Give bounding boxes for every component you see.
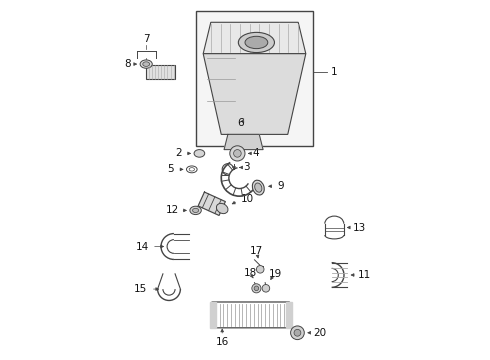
- Text: 1: 1: [331, 67, 337, 77]
- Circle shape: [294, 329, 301, 336]
- Circle shape: [256, 266, 264, 273]
- Text: 10: 10: [240, 194, 253, 204]
- Text: 15: 15: [134, 284, 147, 294]
- Ellipse shape: [193, 208, 198, 212]
- Text: 7: 7: [143, 34, 149, 44]
- Text: 19: 19: [269, 269, 282, 279]
- Text: 6: 6: [237, 118, 244, 128]
- Polygon shape: [286, 302, 292, 328]
- Ellipse shape: [217, 203, 228, 213]
- Circle shape: [262, 284, 270, 292]
- Text: 12: 12: [166, 206, 179, 215]
- Bar: [146, 65, 175, 79]
- Polygon shape: [198, 192, 225, 215]
- Text: 14: 14: [136, 242, 149, 252]
- Bar: [196, 11, 314, 146]
- Ellipse shape: [245, 36, 268, 49]
- Text: 20: 20: [314, 328, 327, 338]
- Text: 5: 5: [168, 165, 174, 174]
- Ellipse shape: [194, 150, 205, 157]
- Ellipse shape: [190, 206, 201, 215]
- Text: 17: 17: [250, 246, 263, 256]
- Ellipse shape: [255, 183, 262, 192]
- Ellipse shape: [140, 60, 152, 68]
- Text: 2: 2: [175, 148, 182, 158]
- Circle shape: [230, 146, 245, 161]
- Text: 16: 16: [216, 337, 229, 347]
- Text: 11: 11: [358, 270, 371, 280]
- Polygon shape: [203, 22, 306, 54]
- Circle shape: [291, 326, 304, 339]
- Text: 8: 8: [124, 59, 130, 69]
- Text: 4: 4: [252, 148, 259, 158]
- Ellipse shape: [252, 180, 264, 195]
- Text: 18: 18: [244, 268, 257, 278]
- Text: 9: 9: [277, 181, 284, 191]
- Circle shape: [252, 284, 261, 293]
- Ellipse shape: [238, 32, 274, 53]
- Circle shape: [234, 150, 241, 157]
- Polygon shape: [210, 302, 216, 328]
- Ellipse shape: [143, 62, 149, 66]
- Text: 13: 13: [352, 222, 366, 233]
- Text: 3: 3: [243, 162, 249, 172]
- Polygon shape: [203, 54, 306, 134]
- Circle shape: [254, 286, 259, 291]
- Polygon shape: [224, 134, 263, 150]
